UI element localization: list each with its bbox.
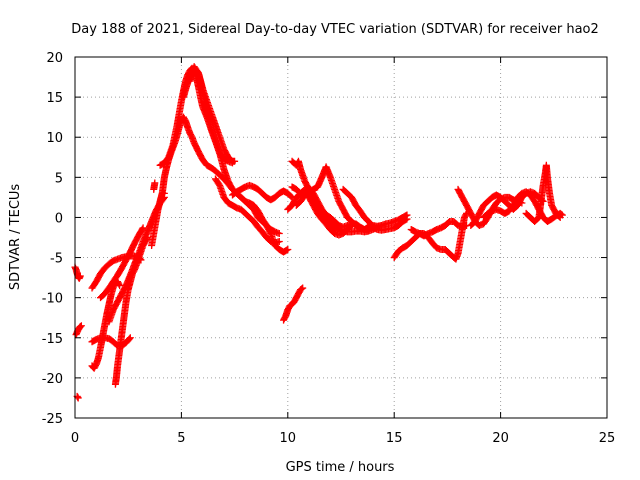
series-sat-p [211, 175, 283, 247]
series-sat-a [71, 263, 84, 282]
y-axis-label: SDTVAR / TECUs [8, 184, 23, 291]
plot-frame [74, 56, 608, 419]
data-point [77, 322, 85, 330]
series-sat-c [73, 392, 82, 402]
data-point [555, 212, 563, 220]
x-tick-label: 10 [280, 431, 297, 446]
data-point [275, 238, 283, 246]
x-axis-label: GPS time / hours [286, 460, 395, 475]
x-tick-label: 0 [71, 431, 79, 446]
data-point [298, 285, 306, 293]
series-sat-ac [522, 161, 564, 225]
series-sat-q [228, 181, 296, 204]
series-sat-i [97, 224, 147, 302]
x-tick-label: 5 [177, 431, 185, 446]
data-point [138, 225, 146, 233]
y-tick-label: 20 [46, 51, 63, 66]
series-sat-k [150, 179, 159, 193]
data-point [284, 246, 292, 254]
data-point [76, 272, 84, 280]
chart-title: Day 188 of 2021, Sidereal Day-to-day VTE… [71, 22, 599, 37]
y-tick-label: 5 [55, 171, 63, 186]
y-tick-label: -10 [42, 292, 63, 307]
data-point [126, 334, 134, 342]
axis-ticks: 0 5 10 15 20 25 -25 -20 -15 -10 -5 0 5 10 15 20 [42, 51, 616, 446]
series-sat-v [284, 185, 356, 239]
data-point [151, 179, 159, 187]
y-tick-label: -25 [42, 412, 63, 427]
x-tick-label: 20 [492, 431, 509, 446]
x-tick-label: 15 [386, 431, 403, 446]
data-point [231, 157, 239, 165]
series-sat-r [280, 284, 307, 324]
y-tick-label: 0 [55, 211, 63, 226]
x-tick-label: 25 [599, 431, 616, 446]
data-point [287, 192, 295, 200]
data-point [347, 222, 355, 230]
y-tick-label: 10 [46, 131, 63, 146]
data-point [139, 224, 147, 232]
y-tick-label: -5 [50, 252, 63, 267]
data-point [116, 282, 124, 290]
series-sat-y [407, 217, 471, 240]
data-point [403, 215, 411, 223]
series-sat-w [339, 185, 411, 234]
y-tick-label: 15 [46, 91, 63, 106]
data-points [71, 63, 566, 402]
data-point [74, 394, 82, 402]
data-point [76, 323, 84, 331]
series-sat-o [186, 63, 283, 237]
data-point [115, 280, 123, 288]
data-point [125, 335, 133, 343]
data-point [275, 229, 283, 237]
data-point [556, 213, 564, 221]
y-tick-label: -20 [42, 372, 63, 387]
data-point [299, 284, 307, 292]
data-point [348, 221, 356, 229]
series-sat-ab [480, 188, 566, 225]
y-tick-label: -15 [42, 332, 63, 347]
